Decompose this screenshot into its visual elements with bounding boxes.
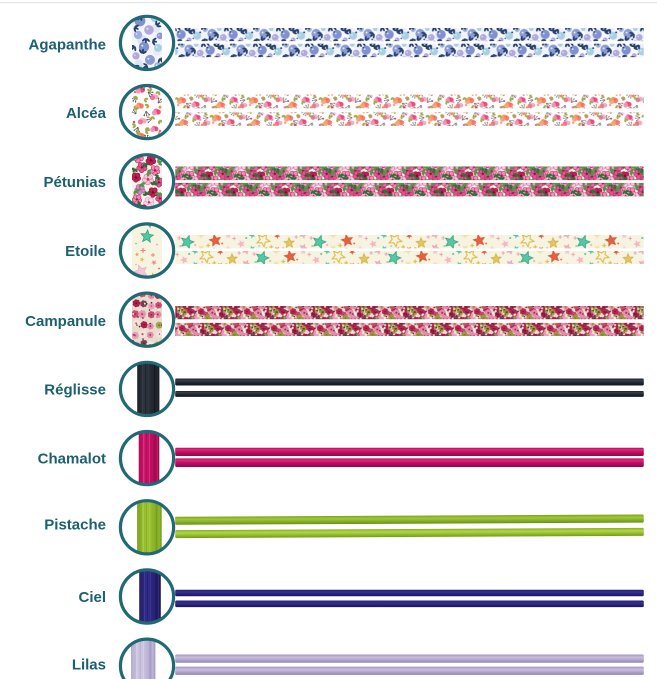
svg-text:Réglisse: Réglisse — [44, 381, 106, 398]
svg-text:Agapanthe: Agapanthe — [28, 37, 106, 54]
svg-text:Ciel: Ciel — [78, 589, 106, 606]
svg-text:Pétunias: Pétunias — [43, 174, 106, 191]
svg-text:Lilas: Lilas — [72, 657, 106, 674]
svg-text:Alcéa: Alcéa — [66, 105, 107, 122]
svg-text:Chamalot: Chamalot — [38, 451, 106, 468]
svg-text:Campanule: Campanule — [25, 313, 106, 330]
svg-text:Pistache: Pistache — [44, 517, 106, 534]
svg-text:Etoile: Etoile — [65, 243, 106, 260]
